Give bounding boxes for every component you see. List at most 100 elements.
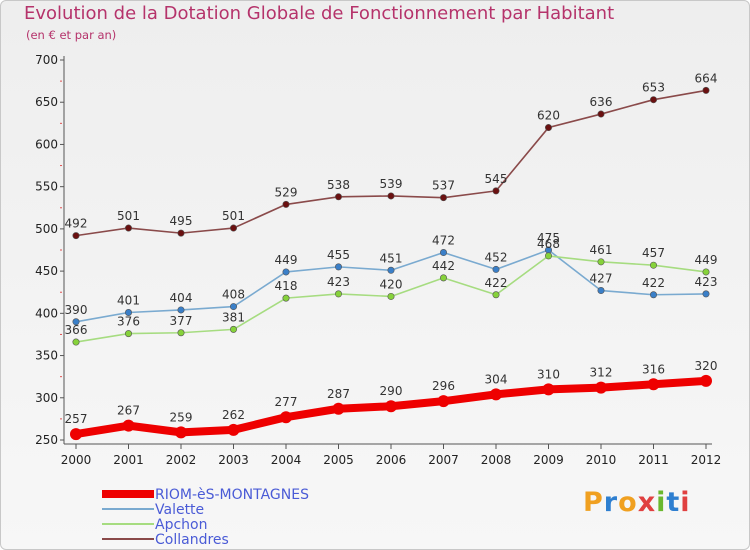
data-label: 455 bbox=[327, 248, 350, 262]
data-point bbox=[439, 194, 447, 202]
data-label: 259 bbox=[170, 410, 193, 424]
data-label: 620 bbox=[537, 109, 560, 123]
data-label: 267 bbox=[117, 404, 140, 418]
data-point bbox=[122, 419, 135, 432]
axes: 250 300 350 400 450 500 550 600 650 700 2000 2001 20… bbox=[35, 53, 721, 467]
data-point bbox=[385, 400, 397, 413]
data-label: 366 bbox=[65, 323, 88, 337]
chart-title: Evolution de la Dotation Globale de Fonc… bbox=[24, 3, 615, 24]
logo-letter: i bbox=[656, 487, 667, 518]
data-label: 418 bbox=[275, 279, 298, 293]
data-label: 381 bbox=[222, 310, 245, 324]
data-point bbox=[387, 192, 395, 200]
data-point bbox=[544, 124, 552, 132]
data-label: 451 bbox=[380, 251, 403, 265]
data-point bbox=[125, 308, 133, 316]
data-label: 495 bbox=[170, 214, 193, 228]
data-label: 461 bbox=[590, 243, 613, 257]
data-label: 296 bbox=[432, 379, 455, 393]
data-label: 408 bbox=[222, 288, 245, 302]
x-tick-label: 2010 bbox=[586, 453, 617, 467]
data-point bbox=[125, 224, 133, 232]
legend-label: Apchon bbox=[155, 517, 207, 533]
data-label: 452 bbox=[485, 250, 508, 264]
data-label: 316 bbox=[642, 362, 665, 376]
data-label: 472 bbox=[432, 234, 455, 248]
data-point bbox=[72, 232, 80, 240]
logo-letter: o bbox=[618, 487, 638, 518]
y-tick-label: 450 bbox=[35, 264, 58, 278]
series-collandres bbox=[72, 86, 710, 240]
y-tick-label: 500 bbox=[35, 222, 58, 236]
data-point bbox=[387, 292, 395, 300]
data-point bbox=[492, 291, 500, 299]
series-riom-s-montagnes bbox=[70, 374, 712, 441]
data-label: 545 bbox=[485, 172, 508, 186]
data-point bbox=[649, 96, 657, 104]
y-tick-label: 650 bbox=[35, 95, 58, 109]
data-point bbox=[70, 428, 82, 441]
data-point bbox=[387, 266, 395, 274]
data-point bbox=[230, 303, 238, 311]
data-label: 423 bbox=[695, 275, 718, 289]
data-point bbox=[597, 110, 605, 118]
data-label: 475 bbox=[537, 231, 560, 245]
data-label: 376 bbox=[117, 315, 140, 329]
data-point bbox=[282, 200, 290, 208]
logo-letter: r bbox=[603, 487, 619, 518]
x-tick-label: 2003 bbox=[218, 453, 249, 467]
data-label: 290 bbox=[380, 384, 403, 398]
data-label: 320 bbox=[695, 359, 718, 373]
x-tick-label: 2002 bbox=[166, 453, 197, 467]
data-point bbox=[230, 224, 238, 232]
data-label: 653 bbox=[642, 81, 665, 95]
data-point bbox=[490, 388, 502, 401]
x-tick-label: 2007 bbox=[428, 453, 459, 467]
series-layer bbox=[70, 86, 712, 441]
legend-label: RIOM-èS-MONTAGNES bbox=[155, 487, 309, 503]
data-point bbox=[282, 294, 290, 302]
data-point bbox=[595, 381, 607, 394]
data-label: 501 bbox=[222, 209, 245, 223]
y-tick-label: 600 bbox=[35, 137, 58, 151]
logo-letter: i bbox=[680, 487, 691, 518]
data-label: 636 bbox=[590, 95, 613, 109]
data-label: 257 bbox=[65, 412, 88, 426]
x-tick-label: 2008 bbox=[481, 453, 512, 467]
logo-letter: P bbox=[583, 487, 604, 518]
data-point bbox=[227, 423, 240, 436]
data-label: 423 bbox=[327, 275, 350, 289]
data-point bbox=[647, 378, 660, 391]
logo-letter: x bbox=[637, 487, 657, 518]
data-point bbox=[282, 268, 290, 276]
data-point bbox=[439, 249, 447, 257]
data-point bbox=[542, 383, 555, 396]
series-apchon bbox=[72, 252, 710, 346]
y-tick-label: 300 bbox=[35, 391, 58, 405]
data-point bbox=[649, 261, 657, 269]
data-label: 304 bbox=[485, 372, 508, 386]
data-label: 539 bbox=[380, 177, 403, 191]
y-tick-label: 550 bbox=[35, 180, 58, 194]
chart-subtitle: (en € et par an) bbox=[26, 28, 117, 42]
data-label: 312 bbox=[590, 366, 613, 380]
y-tick-label: 400 bbox=[35, 306, 58, 320]
x-tick-label: 2004 bbox=[271, 453, 302, 467]
data-labels: 390 401 404 408 449 455 451 472 452 475 427 422 423 3… bbox=[65, 71, 718, 426]
data-label: 401 bbox=[117, 293, 140, 307]
logo-letter: t bbox=[666, 487, 681, 518]
data-label: 262 bbox=[222, 408, 245, 422]
x-tick-label: 2012 bbox=[691, 453, 722, 467]
data-point bbox=[280, 411, 292, 424]
legend-label: Collandres bbox=[155, 532, 229, 548]
y-tick-label: 350 bbox=[35, 349, 58, 363]
data-point bbox=[334, 193, 342, 201]
data-point bbox=[492, 265, 500, 273]
x-tick-label: 2011 bbox=[638, 453, 669, 467]
data-point bbox=[544, 252, 552, 260]
data-label: 449 bbox=[695, 253, 718, 267]
data-label: 442 bbox=[432, 259, 455, 273]
data-label: 422 bbox=[485, 276, 508, 290]
legend-label: Valette bbox=[155, 502, 204, 518]
